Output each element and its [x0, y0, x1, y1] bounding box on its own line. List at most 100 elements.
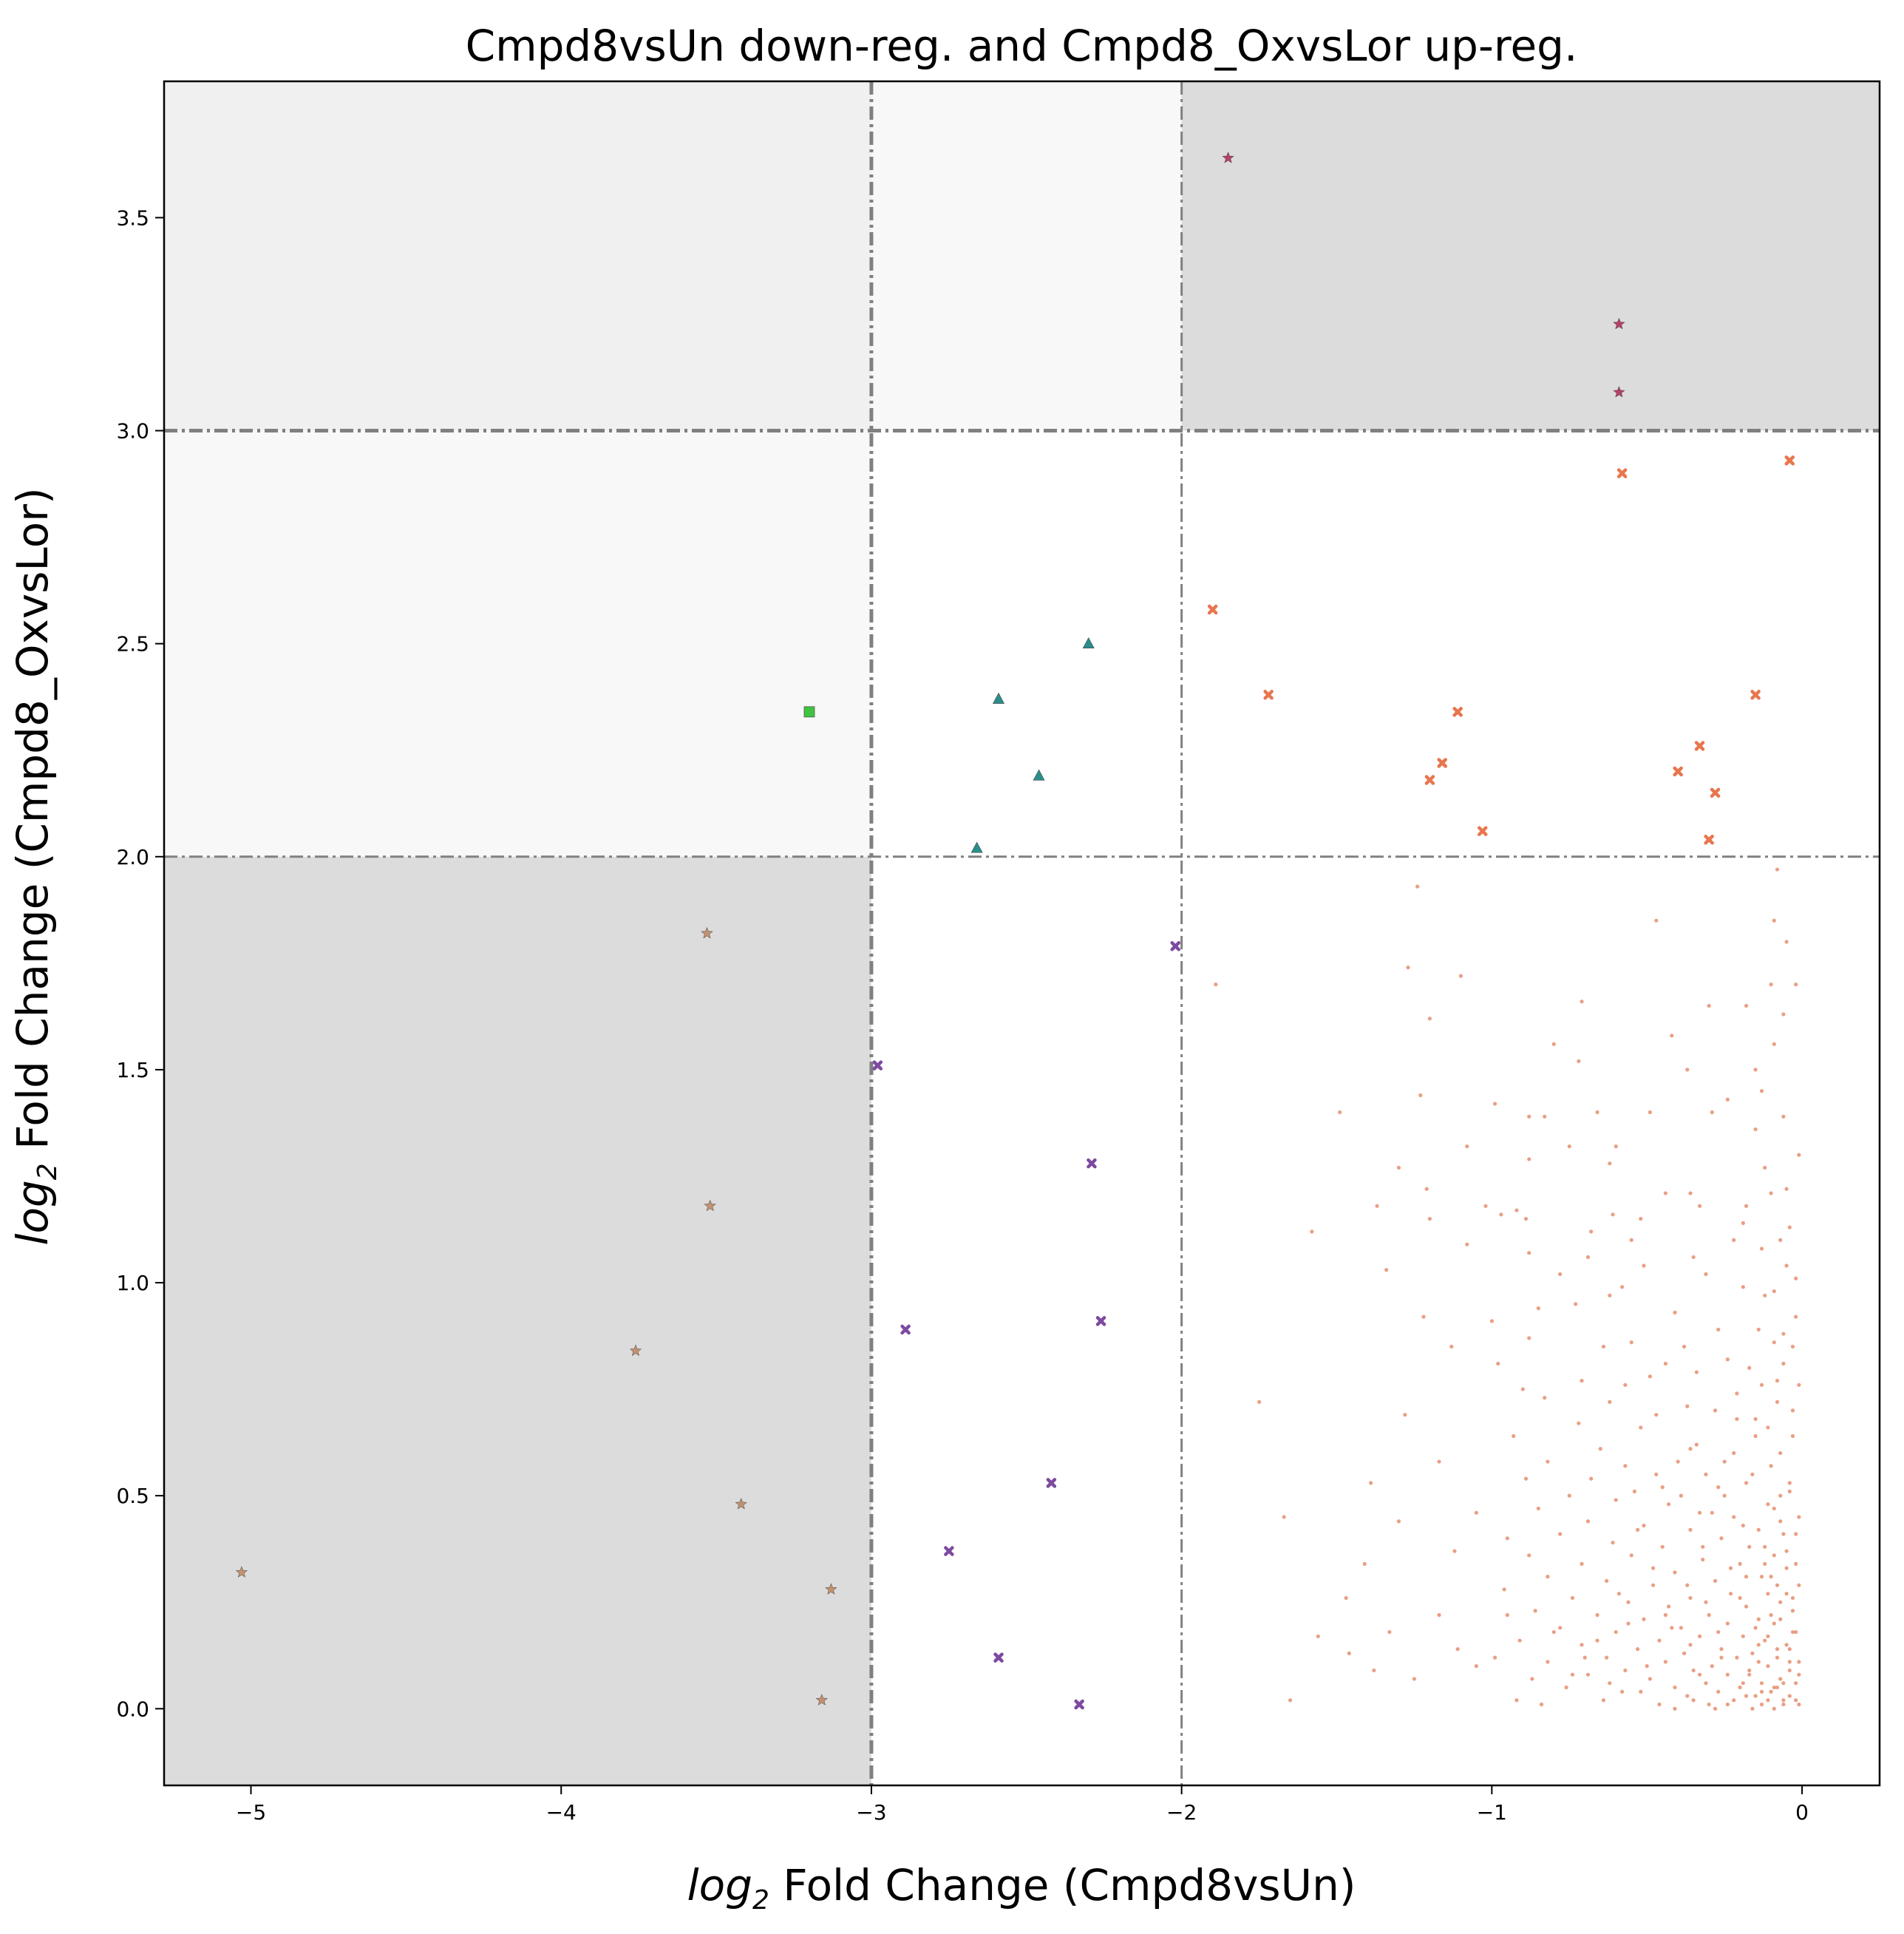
- data-point: [1688, 1527, 1693, 1532]
- y-tick-label: 0.0: [116, 1697, 149, 1721]
- y-tick-label: 3.0: [116, 419, 149, 444]
- data-point: [1688, 1643, 1693, 1647]
- y-tick-label: 1.0: [116, 1271, 149, 1295]
- data-point: [1499, 1212, 1503, 1217]
- data-point: [1489, 1319, 1494, 1323]
- data-point: [1781, 1681, 1786, 1686]
- data-point: [1654, 918, 1659, 923]
- data-point: [1685, 1404, 1690, 1408]
- data-point: [1694, 1442, 1699, 1447]
- data-point: [1753, 1127, 1758, 1132]
- data-point: [1648, 1374, 1653, 1379]
- data-point: [1713, 1408, 1718, 1413]
- data-point: [1673, 1685, 1677, 1690]
- data-point: [1406, 966, 1410, 970]
- data-point: [1527, 1157, 1531, 1161]
- data-point: [1666, 1502, 1671, 1507]
- data-point: [1558, 1532, 1563, 1536]
- data-point: [1781, 1012, 1786, 1017]
- data-point: [1626, 1600, 1631, 1604]
- data-point: [1732, 1238, 1736, 1242]
- x-axis-label: log2 Fold Change (Cmpd8vsUn): [687, 1860, 1356, 1916]
- data-point: [1716, 1689, 1721, 1694]
- data-point: [1716, 1629, 1721, 1635]
- data-point: [1663, 1191, 1667, 1195]
- data-point: [872, 1060, 883, 1071]
- data-point: [1769, 1689, 1773, 1694]
- data-point: [1657, 1702, 1662, 1707]
- data-point: [1372, 1668, 1376, 1673]
- data-point: [1574, 1302, 1578, 1306]
- data-point: [1732, 1698, 1736, 1703]
- data-point: [1570, 1595, 1575, 1601]
- data-point: [1595, 1638, 1599, 1643]
- data-point: [1701, 1544, 1705, 1549]
- data-point: [1639, 1689, 1643, 1694]
- data-point: [1613, 386, 1625, 398]
- data-point: [1412, 1677, 1417, 1681]
- data-point: [1033, 769, 1045, 781]
- data-point: [1784, 1187, 1789, 1191]
- threshold-lines: [164, 81, 1880, 1785]
- data-point: [1741, 1523, 1745, 1528]
- data-point: [1707, 1612, 1711, 1618]
- data-point: [1520, 1387, 1525, 1391]
- data-point: [1747, 1365, 1752, 1370]
- data-point: [1741, 1634, 1745, 1638]
- data-point: [1775, 1655, 1780, 1660]
- data-point: [1478, 826, 1488, 836]
- data-point: [1725, 1357, 1730, 1362]
- data-point: [1396, 1165, 1401, 1170]
- data-point: [1257, 1399, 1262, 1404]
- data-point: [1679, 1626, 1683, 1630]
- y-tick-label: 2.5: [116, 632, 149, 656]
- data-point: [1784, 1592, 1789, 1596]
- data-point: [1632, 1489, 1637, 1493]
- data-point-stroke: [1750, 690, 1761, 700]
- data-point: [1663, 1612, 1667, 1618]
- data-point: [1766, 1634, 1770, 1638]
- data-point: [1170, 941, 1181, 951]
- data-point: [1797, 1702, 1801, 1707]
- data-point: [1738, 1595, 1742, 1601]
- data-point-stroke: [1263, 690, 1274, 700]
- data-point: [1614, 1144, 1618, 1149]
- data-point: [1713, 1706, 1718, 1711]
- data-point: [1756, 1327, 1761, 1332]
- data-point: [1688, 1191, 1693, 1195]
- data-point: [1763, 1544, 1767, 1549]
- data-point: [1741, 1681, 1745, 1686]
- data-point: [1222, 151, 1234, 163]
- data-point: [1766, 1664, 1770, 1669]
- data-point: [1567, 1493, 1571, 1498]
- data-point-stroke: [900, 1324, 911, 1335]
- data-point: [1582, 1655, 1587, 1660]
- data-point-stroke: [1616, 468, 1628, 478]
- y-axis-ticks: 0.0 0.5 1.0 1.5 2.0 2.5 3.0 3.5: [116, 206, 164, 1721]
- data-point: [1778, 1519, 1783, 1524]
- data-point: [1536, 1306, 1540, 1311]
- data-point: [1310, 1229, 1314, 1234]
- data-point: [1744, 1604, 1749, 1609]
- data-point: [1756, 1660, 1761, 1664]
- data-point: [1781, 1702, 1786, 1707]
- highlight-regions: [164, 81, 1880, 1785]
- data-point: [1797, 1583, 1801, 1587]
- data-point: [1738, 1685, 1742, 1690]
- data-point: [1424, 775, 1435, 785]
- data-point: [1769, 1612, 1773, 1618]
- data-point: [1474, 1510, 1478, 1515]
- data-point: [1623, 1464, 1628, 1468]
- data-point: [735, 1498, 747, 1510]
- data-point: [1613, 317, 1625, 330]
- data-point: [1533, 1609, 1537, 1613]
- data-point: [1794, 1698, 1798, 1703]
- data-point: [1214, 983, 1218, 987]
- data-point: [1775, 1685, 1780, 1690]
- data-point: [1688, 1447, 1693, 1451]
- data-point: [1756, 1643, 1761, 1647]
- data-point: [1288, 1698, 1293, 1703]
- data-point: [1787, 1660, 1792, 1664]
- data-point: [1707, 1003, 1711, 1008]
- data-point: [1797, 1153, 1801, 1157]
